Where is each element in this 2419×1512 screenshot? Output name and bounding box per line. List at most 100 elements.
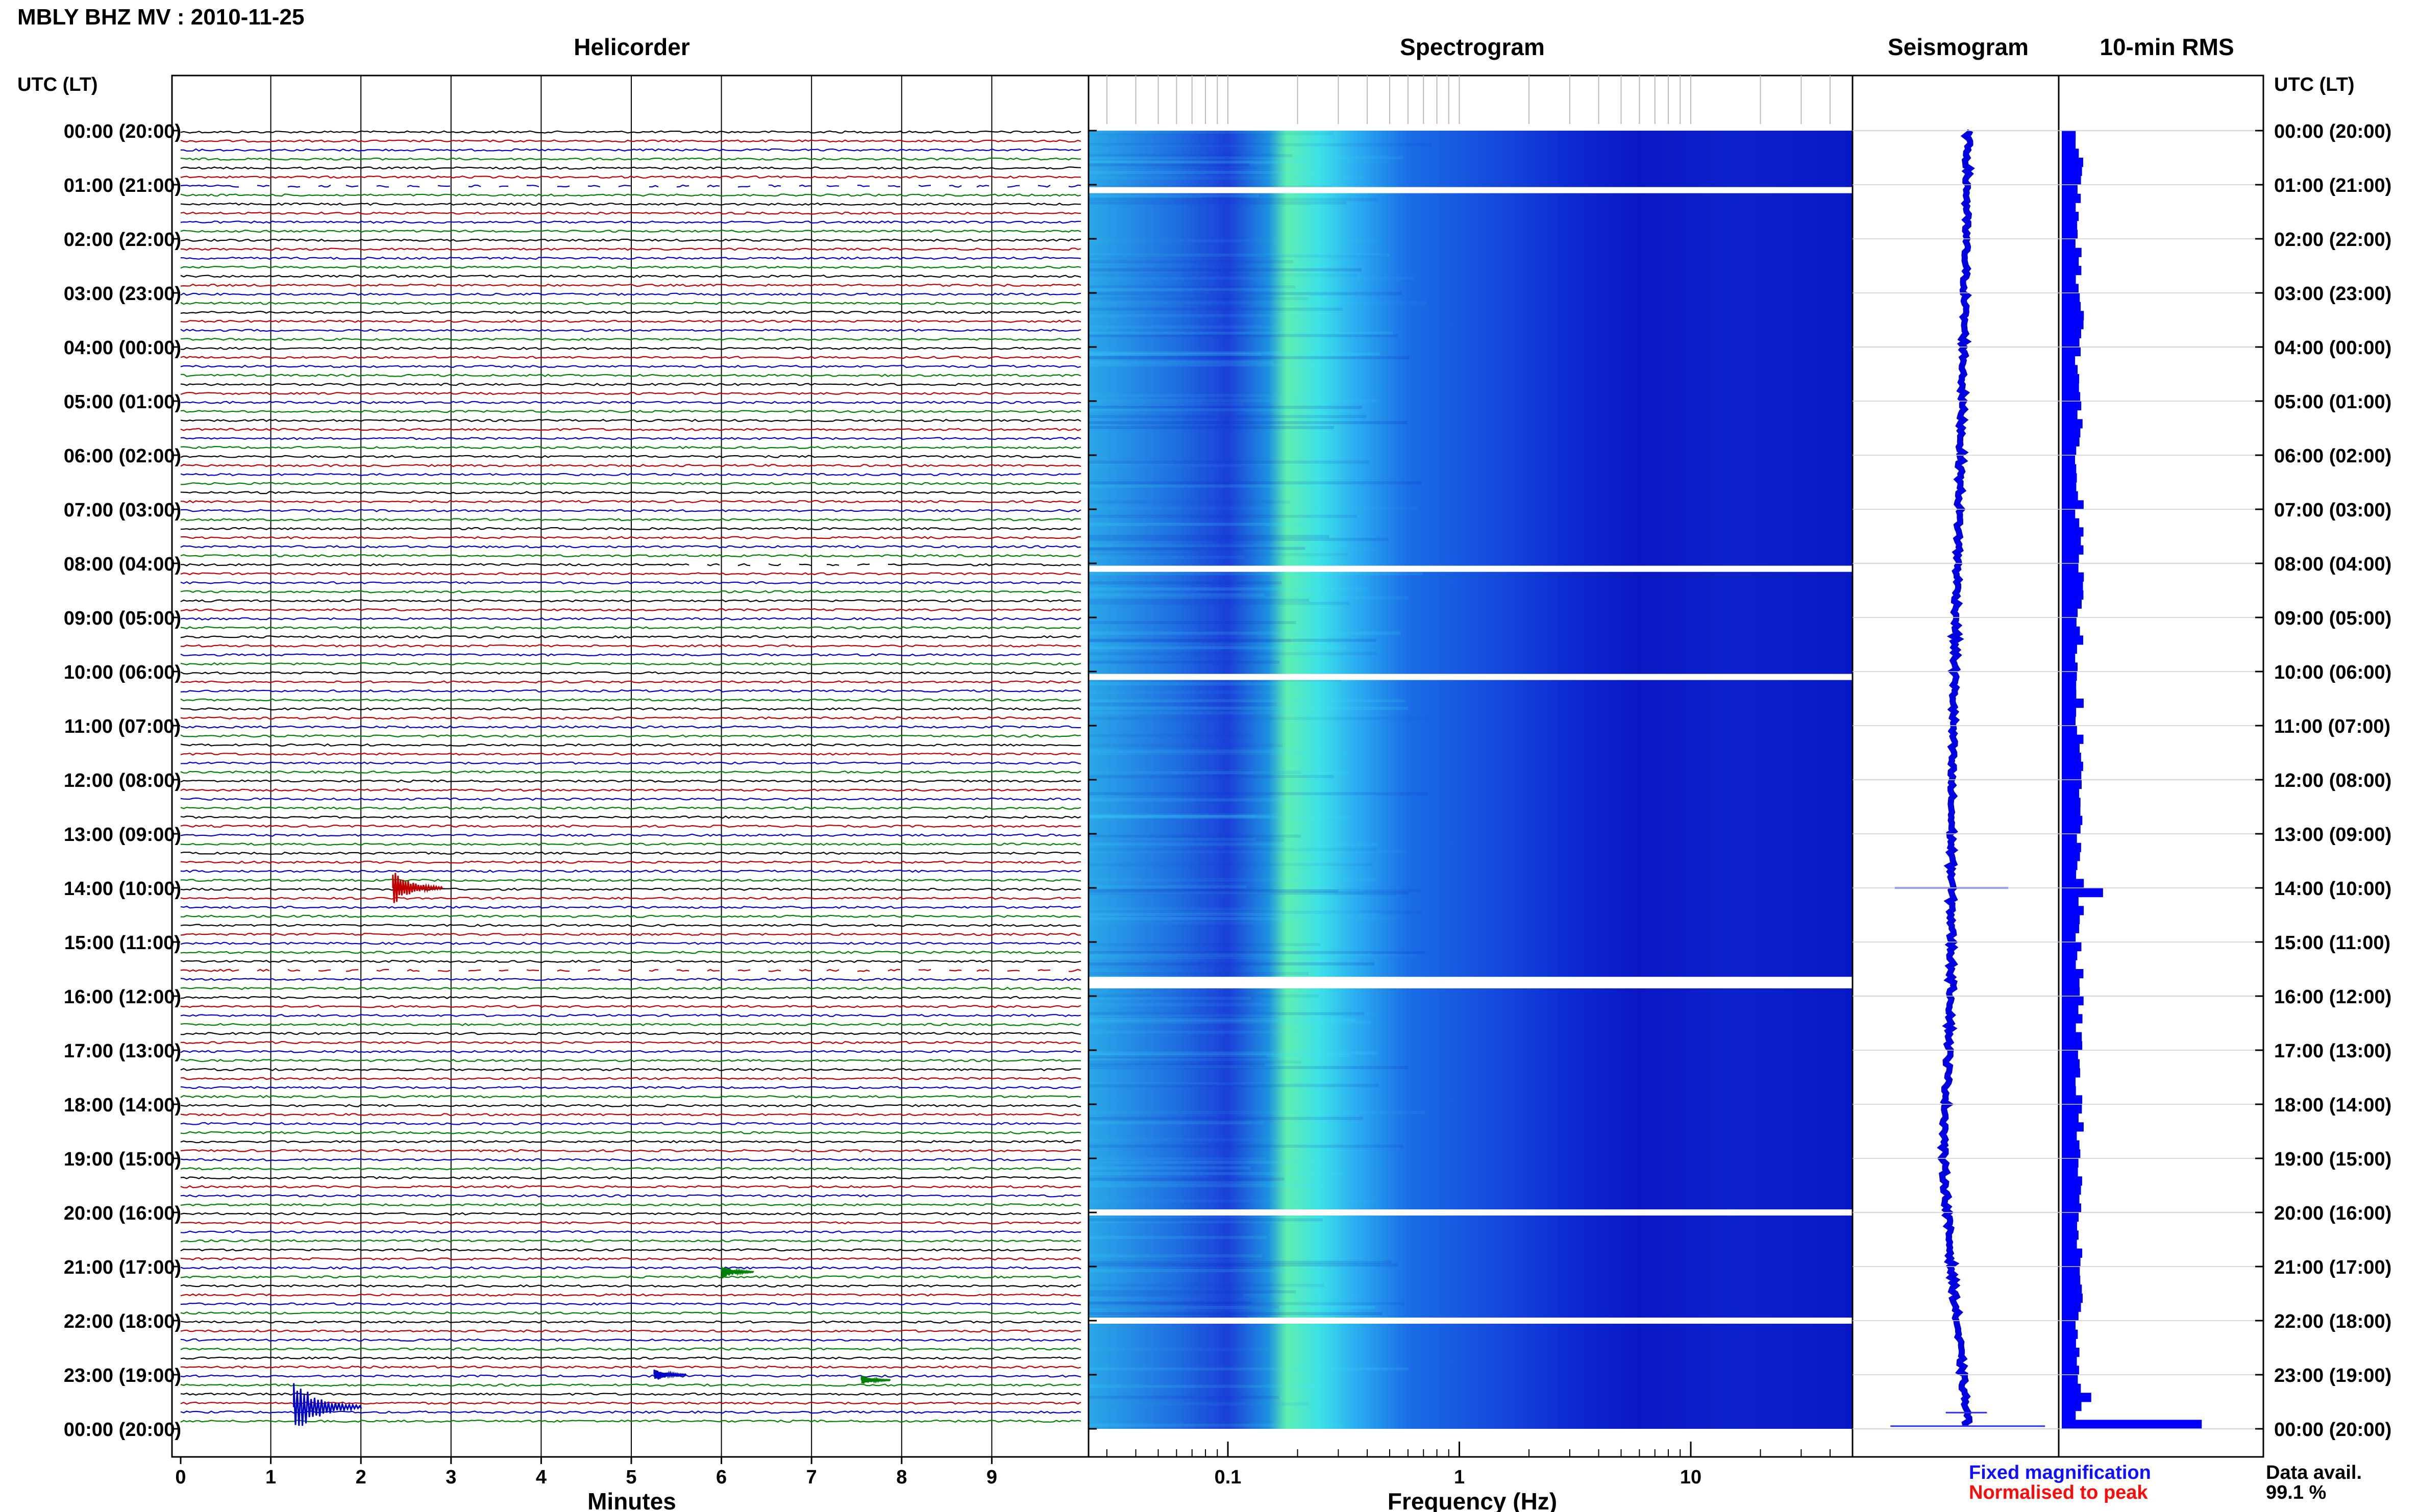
helicorder-trace [180,329,1081,332]
spectrogram-texture [1089,646,1341,649]
rms-bar [2062,672,2077,681]
helicorder-trace [180,518,1081,522]
rms-bar [2062,897,2079,906]
rms-bar [2062,1321,2076,1330]
rms-bar [2062,220,2078,230]
spectrogram-tick-label: 10 [1680,1467,1701,1488]
spectrogram-texture [1089,1172,1344,1175]
rms-bar [2062,410,2078,419]
helicorder-trace [180,725,1081,729]
rms-bar [2062,527,2084,537]
spectrogram-texture [1089,1063,1265,1067]
rms-bar [2062,1005,2079,1014]
spectrogram-texture [1089,843,1379,847]
helicorder-trace [180,644,1081,648]
spectrogram-texture [1089,1302,1404,1305]
helicorder-trace [180,1230,1081,1234]
helicorder-trace [180,1059,1081,1062]
spectrogram-texture [1089,771,1301,774]
spectrogram-texture [1089,912,1382,916]
helicorder-trace [180,860,1081,864]
spectrogram-texture [1089,194,1259,197]
data-availability-value: 99.1 % [2266,1482,2326,1503]
helicorder-trace [180,545,1081,549]
helicorder-trace [180,680,1081,684]
spectrogram-texture [1089,1110,1425,1114]
spectrogram-panel [1088,75,1854,1458]
spectrogram-texture [1089,353,1261,356]
helicorder-trace [180,491,1081,494]
rms-bar [2062,1194,2080,1204]
spectrogram-tick-label: 0.1 [1215,1467,1242,1488]
helicorder-trace [180,905,1081,909]
helicorder-frame [171,75,1090,1458]
rms-bar [2062,1176,2082,1186]
spectrogram-gap [1089,187,1853,193]
rms-bar [2062,212,2079,221]
spectrogram-texture [1089,360,1273,364]
time-label-left: 08:00 (04:00) [64,554,181,575]
helicorder-trace [180,302,1081,305]
data-availability-label: Data avail. [2266,1462,2362,1483]
rms-bar [2062,185,2078,194]
rms-bar [2062,455,2076,465]
spectrogram-texture [1089,548,1243,552]
rms-bar [2062,1095,2083,1105]
spectrogram-texture [1089,621,1296,625]
spectrogram-texture [1089,813,1278,816]
rms-bar [2062,1185,2081,1195]
helicorder-event [721,1267,754,1279]
spectrogram-texture [1089,285,1296,289]
helicorder-trace [180,581,1081,585]
spectrogram-texture [1089,522,1307,526]
rms-bar [2062,1203,2082,1213]
rms-bar [2062,365,2078,375]
spectrogram-texture [1089,254,1388,258]
helicorder-trace [180,1149,1081,1153]
rms-bar [2062,311,2084,320]
spectrogram-texture [1089,921,1274,925]
helicorder-trace [180,707,1081,711]
rms-bar [2062,302,2081,311]
time-label-left: 05:00 (01:00) [64,391,181,413]
spectrogram-texture [1089,910,1361,914]
rms-bar [2062,807,2081,816]
helicorder-trace [181,563,1081,566]
spectrogram-heatmap [1089,131,1853,1429]
helicorder-trace [180,743,1081,747]
helicorder-event [653,1369,687,1380]
helicorder-trace [180,1140,1081,1144]
rms-bar [2062,842,2081,852]
time-label-left: 16:00 (12:00) [64,986,181,1008]
helicorder-xlabel: Minutes [587,1488,676,1512]
rms-bar [2062,1267,2080,1276]
rms-bar [2062,1212,2079,1222]
spectrogram-texture [1089,775,1334,778]
spectrogram-texture [1089,891,1409,895]
spectrogram-texture [1089,792,1428,796]
rms-bar [2062,563,2079,573]
time-label-left: 22:00 (18:00) [64,1311,181,1332]
helicorder-trace [180,1320,1081,1324]
time-label-right: 07:00 (03:00) [2274,500,2391,521]
helicorder-tick-label: 9 [986,1467,997,1488]
rms-bar [2062,1131,2077,1141]
spectrogram-texture [1089,1260,1392,1264]
helicorder-panel [171,75,1090,1458]
spectrogram-title: Spectrogram [1400,34,1545,60]
rms-bar [2062,1014,2083,1024]
spectrogram-texture [1089,1396,1279,1399]
helicorder-trace [180,319,1081,323]
time-label-left: 14:00 (10:00) [64,878,181,900]
rms-bar [2062,1113,2079,1123]
spectrogram-texture [1089,239,1382,242]
spectrogram-texture [1089,170,1318,174]
spectrogram-texture [1089,711,1305,714]
rms-bar [2062,320,2084,330]
rms-bar [2062,753,2081,762]
rms-bar [2062,581,2083,591]
helicorder-trace [180,978,1081,981]
rms-bar [2062,491,2078,501]
spectrogram-texture [1089,1293,1358,1297]
rms-bar [2062,1050,2078,1060]
